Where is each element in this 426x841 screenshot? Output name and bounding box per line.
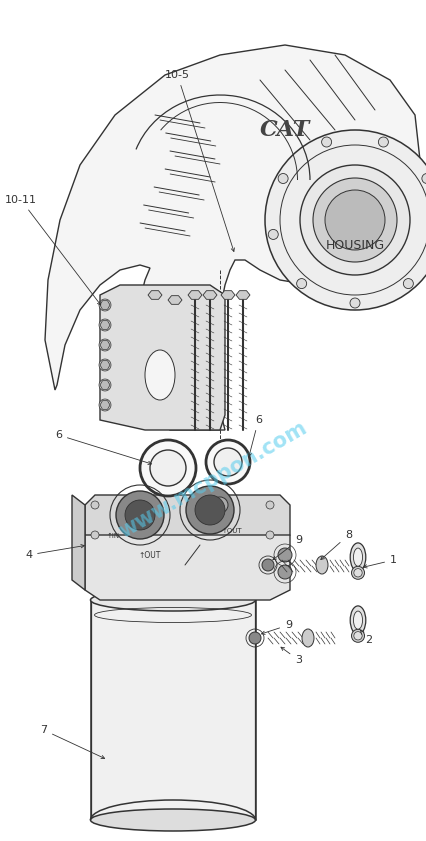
Polygon shape xyxy=(221,291,235,299)
Text: HOUSING: HOUSING xyxy=(325,239,385,251)
Text: 9: 9 xyxy=(262,620,292,634)
Circle shape xyxy=(150,450,186,486)
Circle shape xyxy=(322,137,331,147)
Polygon shape xyxy=(100,400,110,410)
Polygon shape xyxy=(100,361,110,369)
Circle shape xyxy=(278,565,292,579)
Ellipse shape xyxy=(316,556,328,574)
Ellipse shape xyxy=(354,548,363,566)
Circle shape xyxy=(125,500,155,530)
Circle shape xyxy=(99,339,111,351)
Text: www.mcppon.com: www.mcppon.com xyxy=(115,418,311,542)
Text: 7: 7 xyxy=(40,725,105,759)
Circle shape xyxy=(278,548,292,562)
Circle shape xyxy=(140,440,196,496)
Circle shape xyxy=(99,319,111,331)
Polygon shape xyxy=(100,381,110,389)
Ellipse shape xyxy=(302,629,314,647)
Ellipse shape xyxy=(145,350,175,400)
Circle shape xyxy=(99,379,111,391)
Circle shape xyxy=(278,173,288,183)
Text: 10-11: 10-11 xyxy=(5,195,101,305)
Circle shape xyxy=(350,298,360,308)
Circle shape xyxy=(186,486,234,534)
Text: 4: 4 xyxy=(25,544,84,560)
Circle shape xyxy=(206,440,250,484)
Ellipse shape xyxy=(354,611,363,629)
Polygon shape xyxy=(100,301,110,309)
Circle shape xyxy=(99,299,111,311)
Text: 1: 1 xyxy=(364,555,397,568)
Ellipse shape xyxy=(350,543,366,572)
Circle shape xyxy=(354,632,362,640)
Circle shape xyxy=(296,278,307,288)
Polygon shape xyxy=(188,291,202,299)
Circle shape xyxy=(403,278,413,288)
Text: 10-5: 10-5 xyxy=(165,70,234,251)
Ellipse shape xyxy=(350,606,366,634)
Circle shape xyxy=(313,178,397,262)
Polygon shape xyxy=(148,291,162,299)
Circle shape xyxy=(91,501,99,509)
Circle shape xyxy=(266,531,274,539)
Circle shape xyxy=(351,566,365,579)
Circle shape xyxy=(212,497,228,513)
Polygon shape xyxy=(85,495,290,545)
Circle shape xyxy=(91,531,99,539)
Circle shape xyxy=(325,190,385,250)
Text: 2: 2 xyxy=(360,631,372,645)
Ellipse shape xyxy=(90,809,256,831)
Text: 8: 8 xyxy=(321,530,352,559)
Text: ↑OUT: ↑OUT xyxy=(139,551,161,560)
Polygon shape xyxy=(236,291,250,299)
Circle shape xyxy=(266,501,274,509)
Polygon shape xyxy=(100,285,225,430)
Text: 3: 3 xyxy=(281,648,302,665)
Circle shape xyxy=(265,130,426,310)
Polygon shape xyxy=(85,535,290,600)
Circle shape xyxy=(354,569,362,577)
Text: 6: 6 xyxy=(248,415,262,457)
Circle shape xyxy=(99,399,111,411)
Circle shape xyxy=(351,629,365,643)
Circle shape xyxy=(214,448,242,476)
Ellipse shape xyxy=(90,589,256,611)
Circle shape xyxy=(422,173,426,183)
Polygon shape xyxy=(72,495,85,590)
Text: ↑IN: ↑IN xyxy=(106,533,120,539)
Text: 9: 9 xyxy=(273,535,302,560)
Circle shape xyxy=(99,359,111,371)
Circle shape xyxy=(262,559,274,571)
Text: ↑OUT: ↑OUT xyxy=(222,528,242,534)
Polygon shape xyxy=(168,296,182,304)
Polygon shape xyxy=(203,291,217,299)
Polygon shape xyxy=(45,45,420,430)
Text: 6: 6 xyxy=(55,430,152,464)
Circle shape xyxy=(116,491,164,539)
Circle shape xyxy=(195,495,225,525)
Circle shape xyxy=(268,230,278,240)
Circle shape xyxy=(249,632,261,644)
Text: CAT: CAT xyxy=(260,119,310,141)
Circle shape xyxy=(378,137,389,147)
Polygon shape xyxy=(100,341,110,349)
Polygon shape xyxy=(100,320,110,330)
Circle shape xyxy=(300,165,410,275)
Bar xyxy=(91,600,256,820)
